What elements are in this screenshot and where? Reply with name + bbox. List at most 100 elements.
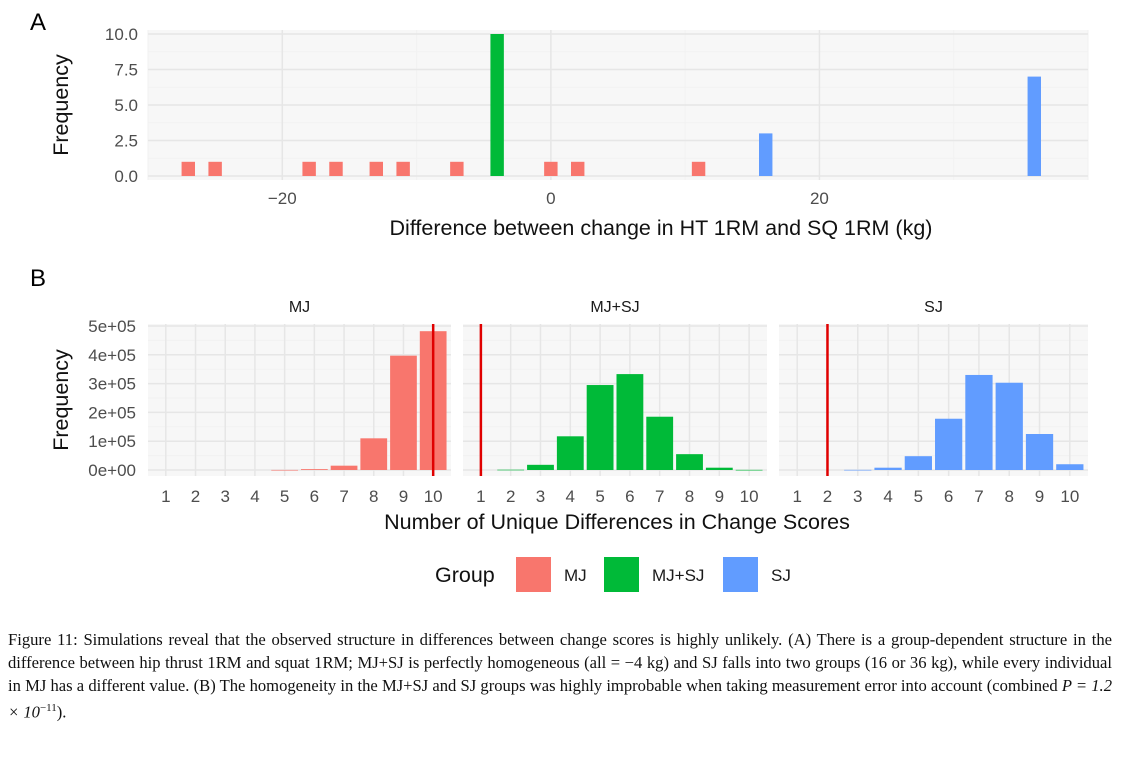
caption-suffix: ). bbox=[56, 702, 67, 722]
facet-background bbox=[463, 324, 767, 476]
facet-x-tick-label: 10 bbox=[424, 487, 443, 506]
facet-x-tick-label: 1 bbox=[161, 487, 170, 506]
panel-a-y-tick-label: 5.0 bbox=[114, 96, 138, 115]
panel-a-y-tick-label: 2.5 bbox=[114, 132, 138, 151]
facet-bar-mj-sj bbox=[556, 436, 584, 470]
facet-strip-title: MJ bbox=[289, 299, 310, 316]
panel-a-bar-mj bbox=[181, 161, 195, 176]
legend-label-mj: MJ bbox=[564, 566, 587, 585]
group-legend: Group MJ MJ+SJ SJ bbox=[435, 557, 791, 592]
panel-a-bar-mj bbox=[450, 161, 464, 176]
facet-x-tick-label: 9 bbox=[399, 487, 408, 506]
panel-b-y-tick-label: 2e+05 bbox=[88, 403, 136, 422]
panel-a-bar-mj bbox=[691, 161, 706, 176]
facet-x-tick-label: 10 bbox=[740, 487, 759, 506]
panel-a-bar-mj bbox=[208, 161, 222, 176]
panel-a-x-tick-label: 0 bbox=[546, 189, 555, 208]
facet-bar-sj bbox=[904, 456, 932, 470]
panel-a-bar-sj bbox=[1027, 76, 1041, 176]
panel-b-y-tick-label: 0e+00 bbox=[88, 461, 136, 480]
facet-x-tick-label: 5 bbox=[914, 487, 923, 506]
facet-x-tick-label: 6 bbox=[310, 487, 319, 506]
facet-x-tick-label: 9 bbox=[715, 487, 724, 506]
facet-bar-mj-sj bbox=[676, 454, 703, 470]
legend-swatch-sj bbox=[723, 557, 758, 592]
panel-a-y-tick-label: 0.0 bbox=[114, 167, 138, 186]
facet-x-tick-label: 10 bbox=[1060, 487, 1079, 506]
facet-x-tick-label: 6 bbox=[625, 487, 634, 506]
facet-x-tick-label: 7 bbox=[339, 487, 348, 506]
facet-bar-mj bbox=[330, 465, 358, 470]
facet-x-tick-label: 7 bbox=[655, 487, 664, 506]
facet-x-tick-label: 4 bbox=[250, 487, 259, 506]
facet-bar-mj bbox=[390, 355, 417, 470]
panel-a-x-tick-label: 20 bbox=[810, 189, 829, 208]
facet-bar-mj-sj bbox=[705, 467, 733, 470]
caption-math: P = 1.2 × 10 bbox=[8, 676, 1112, 722]
facet-bar-mj-sj bbox=[497, 469, 525, 471]
facet-bar-mj bbox=[360, 438, 388, 470]
facet-x-tick-label: 5 bbox=[280, 487, 289, 506]
panel-b-y-axis-label: Frequency bbox=[49, 349, 73, 451]
facet-x-tick-label: 9 bbox=[1035, 487, 1044, 506]
facet-x-tick-label: 4 bbox=[566, 487, 575, 506]
facet-x-tick-label: 2 bbox=[823, 487, 832, 506]
facet-x-tick-label: 4 bbox=[883, 487, 892, 506]
caption-text: Figure 11: Simulations reveal that the o… bbox=[8, 630, 1112, 695]
facet-x-tick-label: 3 bbox=[536, 487, 545, 506]
facet-x-tick-label: 2 bbox=[191, 487, 200, 506]
facet-bar-mj-sj bbox=[586, 385, 614, 470]
facet-x-tick-label: 5 bbox=[595, 487, 604, 506]
figure-11: A B 0.0 2.5 5.0 7.5 10.0 −20 0 20 Difference bet… bbox=[30, 9, 1089, 592]
facet-bar-mj-sj bbox=[735, 469, 763, 471]
facet-bar-sj bbox=[935, 418, 963, 470]
facet-x-tick-label: 7 bbox=[974, 487, 983, 506]
facet-bar-mj bbox=[271, 469, 299, 471]
legend-label-mj-sj: MJ+SJ bbox=[652, 566, 704, 585]
facet-bar-sj bbox=[965, 374, 993, 470]
panel-a-y-axis-label: Frequency bbox=[49, 54, 73, 156]
legend-swatch-mj bbox=[516, 557, 551, 592]
facet-bar-mj-sj bbox=[646, 416, 674, 470]
panel-a-label: A bbox=[30, 9, 46, 36]
panel-a-bar-sj bbox=[759, 133, 773, 176]
legend-title: Group bbox=[435, 563, 495, 587]
panel-b-y-tick-label: 3e+05 bbox=[88, 375, 136, 394]
panel-a-bar-mj bbox=[302, 161, 316, 176]
figure-caption: Figure 11: Simulations reveal that the o… bbox=[8, 628, 1112, 724]
panel-b-x-axis-label: Number of Unique Differences in Change S… bbox=[384, 510, 850, 534]
facet-x-tick-label: 2 bbox=[506, 487, 515, 506]
facet-x-tick-label: 3 bbox=[221, 487, 230, 506]
legend-swatch-mj-sj bbox=[604, 557, 639, 592]
facet-bar-mj-sj bbox=[616, 374, 644, 470]
facet-bar-mj bbox=[300, 469, 328, 470]
panel-a-bar-mj bbox=[369, 161, 383, 176]
facet-x-tick-label: 1 bbox=[792, 487, 801, 506]
legend-label-sj: SJ bbox=[771, 566, 791, 585]
panel-a-bar-mj bbox=[396, 161, 410, 176]
facet-bar-sj bbox=[995, 382, 1023, 470]
panel-b-y-tick-label: 1e+05 bbox=[88, 432, 136, 451]
facet-strip-title: MJ+SJ bbox=[590, 299, 639, 316]
panel-b-y-tick-label: 4e+05 bbox=[88, 346, 136, 365]
facet-bar-sj bbox=[1025, 434, 1054, 470]
panel-a-bar-mj bbox=[544, 161, 558, 176]
facet-x-tick-label: 8 bbox=[1005, 487, 1014, 506]
caption-math-exponent: −11 bbox=[39, 702, 57, 714]
facet-bar-sj bbox=[844, 469, 872, 471]
facet-strip-title: SJ bbox=[924, 299, 943, 316]
facet-bar-mj-sj bbox=[527, 464, 554, 470]
panel-a-bar-mj-sj bbox=[490, 34, 504, 176]
facet-x-tick-label: 8 bbox=[369, 487, 378, 506]
facet-x-tick-label: 6 bbox=[944, 487, 953, 506]
panel-a-y-tick-label: 7.5 bbox=[114, 61, 138, 80]
panel-a-x-axis-label: Difference between change in HT 1RM and … bbox=[390, 216, 933, 240]
panel-a-bar-mj bbox=[329, 161, 343, 176]
panel-b-label: B bbox=[30, 265, 46, 292]
panel-a-y-tick-label: 10.0 bbox=[105, 25, 138, 44]
panel-a-histogram: 0.0 2.5 5.0 7.5 10.0 −20 0 20 Difference between… bbox=[49, 25, 1089, 240]
facet-x-tick-label: 1 bbox=[476, 487, 485, 506]
panel-a-bar-mj bbox=[571, 161, 585, 176]
facet-bar-sj bbox=[1056, 464, 1084, 470]
